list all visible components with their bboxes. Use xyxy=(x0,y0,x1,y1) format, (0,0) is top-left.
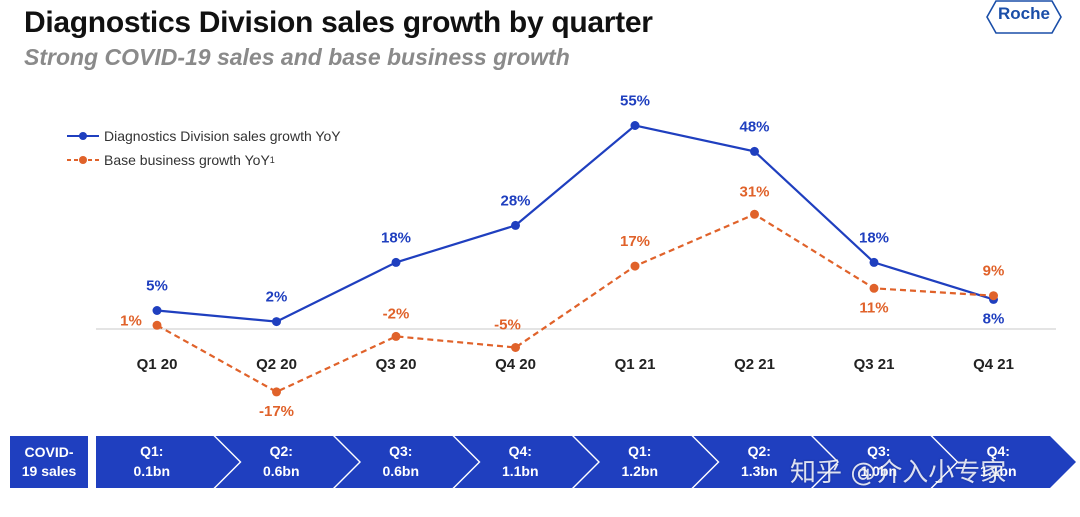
page-title: Diagnostics Division sales growth by qua… xyxy=(24,6,653,39)
covid-label-line1: COVID- xyxy=(25,444,74,460)
page-subtitle: Strong COVID-19 sales and base business … xyxy=(24,44,570,70)
data-point xyxy=(272,387,281,397)
covid-sales-chevron xyxy=(96,436,240,488)
data-point xyxy=(511,343,520,352)
data-label: -5% xyxy=(494,317,521,334)
covid-sales-value: 1.1bn xyxy=(502,463,539,479)
covid-sales-chevron xyxy=(693,436,837,488)
data-label: -17% xyxy=(259,403,294,420)
data-label: 31% xyxy=(739,183,769,200)
data-point xyxy=(152,306,162,315)
covid-sales-chevron xyxy=(813,436,957,488)
covid-sales-quarter: Q1: xyxy=(628,443,651,459)
covid-sales-chevron xyxy=(574,436,718,488)
covid-sales-value: 0.1bn xyxy=(133,463,170,479)
data-label: 9% xyxy=(983,263,1005,280)
legend-item-base: Base business growth YoY 1 xyxy=(66,148,341,172)
x-tick-label: Q3 20 xyxy=(376,356,417,373)
legend-label-sales: Diagnostics Division sales growth YoY xyxy=(104,128,341,144)
data-point xyxy=(869,283,879,293)
data-point xyxy=(630,261,640,271)
data-point xyxy=(272,317,281,327)
covid-sales-quarter: Q2: xyxy=(270,443,293,459)
data-label: 48% xyxy=(739,118,769,135)
data-point xyxy=(152,320,162,330)
covid-sales-value: 1.0bn xyxy=(860,463,897,479)
x-tick-label: Q1 20 xyxy=(137,356,178,373)
x-tick-label: Q3 21 xyxy=(854,356,895,373)
data-label: 55% xyxy=(620,93,650,110)
covid-label-box xyxy=(10,436,88,488)
legend-swatch-base xyxy=(67,156,99,164)
data-label: 28% xyxy=(500,192,530,209)
data-label: 2% xyxy=(266,289,288,306)
covid-sales-value: 0.6bn xyxy=(263,463,300,479)
chart-legend: Diagnostics Division sales growth YoY Ba… xyxy=(66,124,341,172)
data-label: 18% xyxy=(381,229,411,246)
data-point xyxy=(511,220,520,230)
logo-text: Roche xyxy=(998,4,1050,23)
data-point xyxy=(391,257,401,267)
covid-sales-quarter: Q4: xyxy=(987,443,1010,459)
data-point xyxy=(391,331,401,341)
data-label: 18% xyxy=(859,229,889,246)
legend-label-base: Base business growth YoY xyxy=(104,152,270,168)
data-point xyxy=(989,291,998,301)
x-tick-label: Q2 21 xyxy=(734,356,775,373)
series-line-sales xyxy=(156,124,994,323)
data-label: 11% xyxy=(859,299,888,316)
covid-sales-value: 1.2bn xyxy=(621,463,658,479)
watermark: 知乎 @介入小专家 xyxy=(790,458,1007,488)
covid-sales-quarter: Q3: xyxy=(389,443,412,459)
covid-sales-chevron xyxy=(454,436,598,488)
covid-sales-chevron xyxy=(932,436,1076,488)
data-point xyxy=(630,121,640,130)
line-chart: Q1 20 Q2 20 Q3 20 Q4 20 Q1 21 Q2 21 Q3 21 Q4 21… xyxy=(96,93,1056,420)
roche-logo xyxy=(986,0,1062,34)
data-label: 1% xyxy=(120,312,142,329)
x-tick-label: Q2 20 xyxy=(256,356,297,373)
legend-footnote: 1 xyxy=(269,155,275,165)
covid-label-line2: 19 sales xyxy=(22,463,77,479)
data-label: -2% xyxy=(383,305,410,322)
covid-sales-chevron xyxy=(215,436,359,488)
legend-item-sales: Diagnostics Division sales growth YoY xyxy=(66,124,341,148)
legend-swatch-sales xyxy=(67,132,99,140)
covid-sales-quarter: Q3: xyxy=(867,443,890,459)
data-label: 17% xyxy=(620,233,650,250)
covid-sales-value: 0.6bn xyxy=(382,463,419,479)
data-point xyxy=(750,209,759,219)
data-point xyxy=(869,257,879,267)
data-point xyxy=(750,146,759,156)
series-line-base xyxy=(156,213,994,394)
x-tick-label: Q1 21 xyxy=(615,356,656,373)
covid-sales-value: 1.1bn xyxy=(980,463,1017,479)
covid-sales-value: 1.3bn xyxy=(741,463,778,479)
covid-sales-quarter: Q4: xyxy=(509,443,532,459)
covid-sales-chevron xyxy=(335,436,479,488)
data-label: 8% xyxy=(983,310,1005,327)
data-label: 5% xyxy=(146,278,168,295)
covid-sales-quarter: Q1: xyxy=(140,443,163,459)
covid-sales-quarter: Q2: xyxy=(748,443,771,459)
x-tick-label: Q4 20 xyxy=(495,356,536,373)
x-tick-label: Q4 21 xyxy=(973,356,1014,373)
covid-sales-bar: COVID- 19 sales Q1: 0.1bn Q2: 0.6bn Q3: 0.6bn Q4… xyxy=(10,436,1076,488)
